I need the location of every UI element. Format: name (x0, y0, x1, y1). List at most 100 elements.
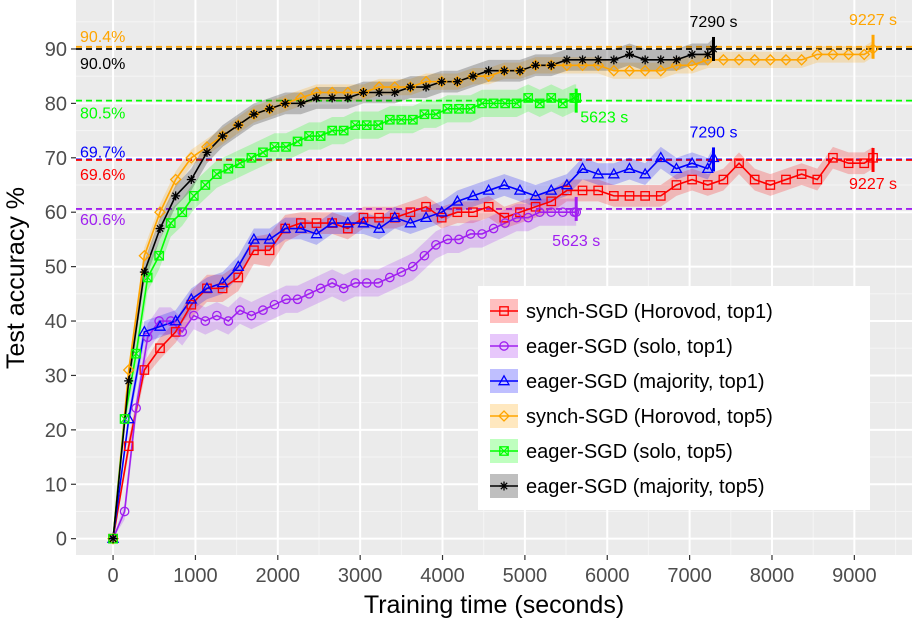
x-tick-label: 7000 (667, 565, 712, 587)
data-point (404, 216, 417, 228)
data-point-spoke (156, 224, 164, 233)
data-point-cross (143, 272, 153, 283)
data-point (200, 316, 211, 326)
reference-line-label: 60.6% (80, 212, 125, 229)
data-point (560, 178, 574, 190)
data-point-cross (304, 131, 314, 141)
data-point-cross (281, 142, 291, 152)
data-point-spoke (531, 61, 540, 69)
data-point (859, 158, 870, 169)
data-point (639, 64, 652, 77)
data-point (138, 249, 151, 262)
data-point (327, 278, 338, 288)
data-point-spoke (500, 67, 508, 75)
data-point (421, 201, 431, 212)
data-point (811, 48, 824, 61)
x-tick-label: 4000 (420, 565, 465, 587)
data-point (671, 180, 682, 190)
data-point (165, 218, 176, 228)
data-point (482, 70, 495, 83)
data-point-spoke (516, 67, 524, 75)
data-point-spoke (594, 56, 602, 64)
data-point-spoke (547, 61, 555, 69)
data-point-cross (442, 104, 453, 114)
data-point (780, 53, 792, 66)
data-point (122, 364, 135, 376)
data-point (169, 173, 182, 186)
data-point (396, 114, 407, 125)
data-point (188, 191, 199, 201)
data-point-box (557, 98, 568, 109)
series-line (112, 97, 577, 539)
data-point-spoke (265, 105, 274, 113)
data-point (498, 410, 510, 422)
y-tick-label: 60 (45, 202, 67, 224)
data-point-spoke (172, 192, 180, 200)
data-point-cross (523, 93, 533, 103)
data-point (546, 93, 557, 103)
data-point-box (304, 131, 314, 141)
data-point (304, 288, 314, 299)
data-point (577, 185, 588, 196)
data-point (560, 59, 573, 72)
legend: synch-SGD (Horovod, top1) eager-SGD (solo… (478, 286, 870, 510)
data-point (131, 348, 141, 359)
data-point (515, 207, 525, 218)
data-point-cross (362, 120, 372, 130)
data-point (217, 283, 228, 294)
x-tick-label: 6000 (585, 565, 630, 587)
data-point-box (281, 142, 291, 152)
data-point-box (396, 114, 407, 125)
y-tick-label: 90 (45, 39, 67, 61)
data-point (124, 376, 134, 386)
data-point (292, 294, 303, 305)
data-point-cross (327, 125, 337, 136)
data-point-spoke (657, 56, 665, 64)
data-point (153, 319, 167, 331)
data-point (123, 441, 134, 452)
data-point (468, 71, 478, 81)
data-point (592, 59, 605, 72)
data-point-cross (131, 349, 141, 359)
data-point (655, 191, 666, 201)
data-point (523, 93, 534, 103)
x-tick-label: 5000 (503, 565, 548, 587)
data-point (343, 93, 353, 103)
y-tick-label: 50 (45, 257, 67, 279)
data-point (488, 98, 499, 109)
y-axis-ticks: 0 10 20 30 40 50 60 70 80 90 (45, 39, 76, 551)
data-point (200, 281, 214, 293)
data-point (311, 218, 322, 228)
end-marker-label: 9227 s (849, 12, 897, 29)
data-point-box (142, 272, 153, 283)
data-point (545, 59, 558, 72)
data-point-cross (292, 136, 303, 147)
data-point (315, 283, 326, 294)
data-point (154, 206, 166, 219)
data-point-box (223, 163, 234, 174)
data-point-spoke (375, 88, 383, 97)
data-point (608, 191, 619, 201)
data-point (269, 299, 280, 310)
data-point (670, 162, 683, 174)
data-point (315, 131, 326, 141)
data-point-cross (512, 98, 522, 108)
reference-line-label: 69.7% (80, 144, 125, 161)
data-point-cross (488, 98, 499, 108)
data-point (656, 55, 666, 65)
end-markers (574, 34, 875, 221)
data-point-cross (431, 109, 441, 119)
data-point (269, 142, 280, 152)
y-axis-title: Test accuracy % (2, 187, 30, 369)
x-tick-label: 1000 (173, 565, 218, 587)
data-point (529, 189, 542, 201)
data-point (764, 53, 777, 66)
data-point-cross (499, 446, 509, 456)
data-point (718, 174, 729, 185)
data-point-cross (200, 180, 210, 190)
data-point (468, 207, 478, 218)
data-point (529, 59, 542, 72)
data-point (511, 98, 522, 109)
data-point (623, 64, 636, 77)
data-point (247, 108, 260, 121)
